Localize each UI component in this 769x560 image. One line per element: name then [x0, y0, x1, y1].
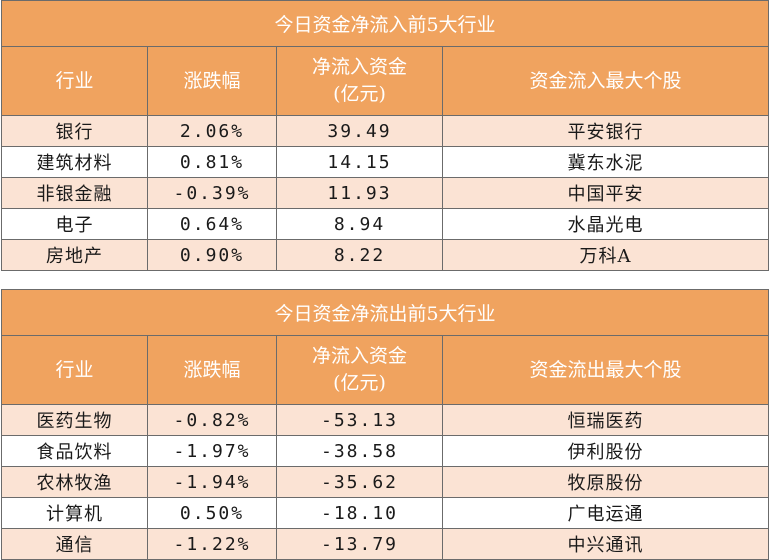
industry-cell: 计算机 — [1, 497, 148, 529]
stock-cell: 万科A — [441, 239, 769, 271]
header-top-stock: 资金流出最大个股 — [441, 335, 769, 405]
change-cell: -0.82% — [147, 404, 277, 436]
net-cell: 14.15 — [276, 146, 443, 178]
net-cell: 39.49 — [276, 115, 443, 147]
industry-cell: 电子 — [1, 208, 148, 240]
stock-cell: 广电运通 — [441, 497, 769, 529]
industry-cell: 非银金融 — [1, 177, 148, 209]
change-cell: 0.81% — [147, 146, 277, 178]
stock-cell: 平安银行 — [441, 115, 769, 147]
change-cell: 2.06% — [147, 115, 277, 147]
outflow-table: 今日资金净流出前5大行业 行业 涨跌幅 净流入资金 (亿元) 资金流出最大个股 … — [0, 289, 769, 560]
industry-cell: 房地产 — [1, 239, 148, 271]
industry-cell: 银行 — [1, 115, 148, 147]
net-cell: -53.13 — [276, 404, 443, 436]
header-net-inflow-text: 净流入资金 (亿元) — [311, 56, 407, 105]
industry-cell: 医药生物 — [1, 404, 148, 436]
table-row: 医药生物 -0.82% -53.13 恒瑞医药 — [1, 404, 769, 436]
net-cell: 8.22 — [276, 239, 443, 271]
net-cell: 11.93 — [276, 177, 443, 209]
industry-cell: 食品饮料 — [1, 435, 148, 467]
table-row: 电子 0.64% 8.94 水晶光电 — [1, 208, 769, 240]
table-row: 食品饮料 -1.97% -38.58 伊利股份 — [1, 435, 769, 467]
change-cell: 0.50% — [147, 497, 277, 529]
stock-cell: 中国平安 — [441, 177, 769, 209]
table-row: 农林牧渔 -1.94% -35.62 牧原股份 — [1, 466, 769, 498]
inflow-table-title: 今日资金净流入前5大行业 — [0, 0, 769, 47]
change-cell: -0.39% — [147, 177, 277, 209]
net-cell: 8.94 — [276, 208, 443, 240]
header-net-inflow: 净流入资金 (亿元) — [276, 46, 443, 116]
table-row: 房地产 0.90% 8.22 万科A — [1, 239, 769, 271]
outflow-table-title: 今日资金净流出前5大行业 — [0, 289, 769, 336]
stock-cell: 冀东水泥 — [441, 146, 769, 178]
net-cell: -35.62 — [276, 466, 443, 498]
change-cell: -1.94% — [147, 466, 277, 498]
header-industry: 行业 — [1, 46, 148, 116]
table-row: 建筑材料 0.81% 14.15 冀东水泥 — [1, 146, 769, 178]
change-cell: 0.90% — [147, 239, 277, 271]
stock-cell: 恒瑞医药 — [441, 404, 769, 436]
header-net-inflow: 净流入资金 (亿元) — [276, 335, 443, 405]
industry-cell: 建筑材料 — [1, 146, 148, 178]
header-change: 涨跌幅 — [147, 46, 277, 116]
header-industry: 行业 — [1, 335, 148, 405]
stock-cell: 水晶光电 — [441, 208, 769, 240]
net-cell: -18.10 — [276, 497, 443, 529]
header-change: 涨跌幅 — [147, 335, 277, 405]
change-cell: -1.97% — [147, 435, 277, 467]
table-row: 计算机 0.50% -18.10 广电运通 — [1, 497, 769, 529]
net-cell: -38.58 — [276, 435, 443, 467]
table-row: 银行 2.06% 39.49 平安银行 — [1, 115, 769, 147]
stock-cell: 伊利股份 — [441, 435, 769, 467]
table-row: 非银金融 -0.39% 11.93 中国平安 — [1, 177, 769, 209]
industry-cell: 农林牧渔 — [1, 466, 148, 498]
stock-cell: 牧原股份 — [441, 466, 769, 498]
change-cell: 0.64% — [147, 208, 277, 240]
inflow-table: 今日资金净流入前5大行业 行业 涨跌幅 净流入资金 (亿元) 资金流入最大个股 … — [0, 0, 769, 271]
header-top-stock: 资金流入最大个股 — [441, 46, 769, 116]
header-net-inflow-text: 净流入资金 (亿元) — [311, 345, 407, 394]
